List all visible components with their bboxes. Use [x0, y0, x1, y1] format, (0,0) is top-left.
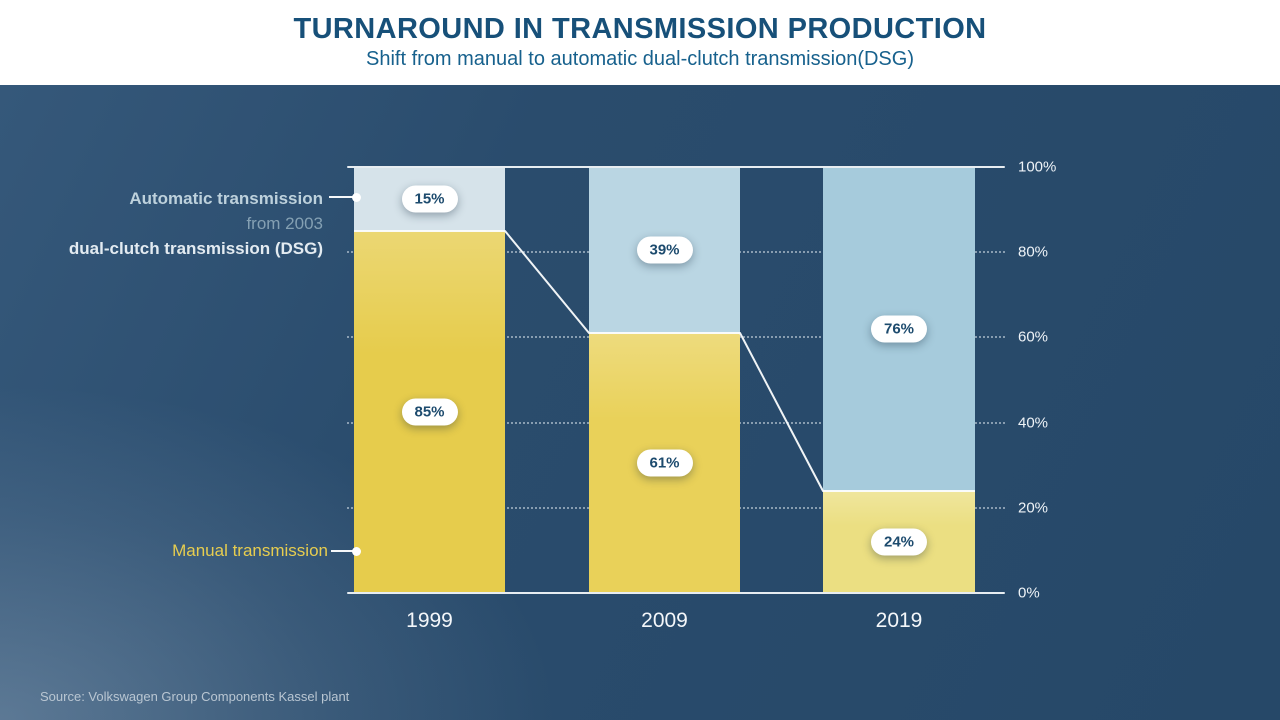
- x-axis-label-2019: 2019: [875, 609, 923, 632]
- value-label-2009-automatic: 39%: [636, 236, 693, 264]
- legend-manual-label: Manual transmission: [172, 541, 328, 560]
- value-label-1999-manual: 85%: [401, 398, 458, 426]
- legend-automatic-label: Automatic transmission: [129, 189, 323, 208]
- page-title: TURNAROUND IN TRANSMISSION PRODUCTION: [293, 13, 987, 45]
- legend-manual: Manual transmission: [172, 541, 328, 561]
- legend-automatic-subline-1: from 2003: [246, 214, 323, 233]
- y-tick-label-60: 60%: [1018, 328, 1049, 346]
- source-note: Source: Volkswagen Group Components Kass…: [40, 689, 350, 704]
- x-axis-label-1999: 1999: [406, 609, 453, 632]
- legend-automatic: Automatic transmission from 2003 dual-cl…: [69, 186, 323, 261]
- value-label-1999-automatic: 15%: [401, 185, 458, 213]
- x-axis-label-2009: 2009: [641, 609, 688, 632]
- chart-canvas: 15% 85% 39% 61% 76% 24% 0% 20% 40% 60% 80% 100% 19…: [0, 85, 1280, 720]
- plot-area: 15% 85% 39% 61% 76% 24%: [347, 166, 1005, 594]
- page-subtitle: Shift from manual to automatic dual-clut…: [366, 48, 914, 70]
- axis-line-0pct: [347, 592, 1005, 594]
- legend-automatic-subline-2: dual-clutch transmission (DSG): [68, 239, 323, 258]
- value-label-2019-manual: 24%: [870, 528, 928, 556]
- y-tick-label-40: 40%: [1018, 414, 1049, 432]
- header: TURNAROUND IN TRANSMISSION PRODUCTION Sh…: [0, 0, 1280, 85]
- y-tick-label-100: 100%: [1018, 158, 1057, 176]
- axis-line-100pct: [347, 166, 1005, 168]
- value-label-2019-automatic: 76%: [870, 315, 928, 343]
- y-tick-label-0: 0%: [1018, 584, 1040, 602]
- leader-line-manual: [331, 550, 353, 552]
- y-tick-label-20: 20%: [1018, 499, 1049, 517]
- y-tick-label-80: 80%: [1018, 243, 1049, 261]
- leader-dot-manual: [352, 547, 361, 556]
- leader-dot-automatic: [352, 193, 361, 202]
- value-label-2009-manual: 61%: [636, 449, 693, 477]
- leader-line-automatic: [329, 196, 353, 198]
